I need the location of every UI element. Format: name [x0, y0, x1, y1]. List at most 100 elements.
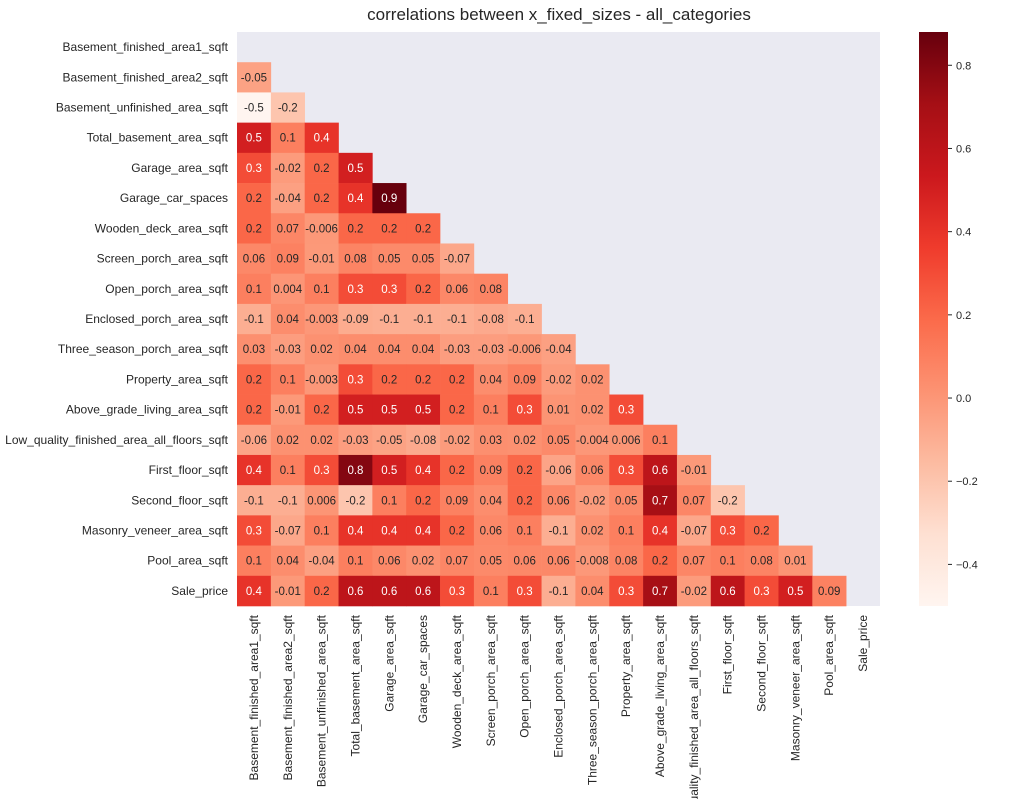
heatmap-cell — [473, 545, 509, 577]
heatmap-cell — [440, 454, 475, 486]
heatmap-cell — [440, 424, 475, 456]
cell-value-label: -0.003 — [305, 374, 338, 386]
heatmap-cell — [473, 394, 509, 426]
row-label: Second_floor_sqft — [131, 493, 228, 507]
cell-value-label: 0.1 — [652, 435, 668, 447]
cell-value-label: 0.09 — [480, 465, 502, 477]
cell-value-label: 0.1 — [280, 465, 296, 477]
heatmap-cell — [575, 575, 610, 607]
heatmap-cell — [473, 273, 509, 305]
heatmap-cell — [237, 364, 272, 395]
heatmap-cell — [338, 273, 373, 305]
heatmap-cell — [338, 545, 373, 577]
cell-value-label: 0.3 — [246, 163, 262, 175]
heatmap-cell — [270, 213, 305, 244]
heatmap-cell — [372, 364, 407, 395]
heatmap-cell — [304, 334, 339, 365]
cell-value-label: 0.1 — [314, 525, 330, 537]
column-label: Pool_area_sqft — [822, 614, 836, 695]
cell-value-label: 0.2 — [246, 405, 262, 417]
heatmap-cell — [372, 334, 407, 365]
cell-value-label: 0.06 — [243, 254, 265, 266]
cell-value-label: 0.9 — [381, 193, 397, 205]
heatmap-cell — [406, 394, 441, 426]
heatmap-cell — [440, 243, 475, 274]
cell-value-label: 0.2 — [314, 586, 330, 598]
cell-value-label: -0.04 — [545, 344, 572, 356]
cell-value-label: 0.3 — [449, 586, 465, 598]
cell-value-label: 0.3 — [517, 405, 533, 417]
cell-value-label: -0.05 — [241, 72, 267, 84]
heatmap-cell — [744, 575, 779, 607]
heatmap-cell — [609, 394, 644, 426]
cell-value-label: -0.5 — [244, 103, 264, 115]
heatmap-cell — [609, 545, 644, 577]
x-tick-labels: Basement_finished_area1_sqft Basement_fin… — [247, 614, 870, 802]
heatmap-cell — [541, 515, 576, 546]
cell-value-label: 0.05 — [378, 254, 400, 266]
cell-value-label: 0.2 — [517, 465, 533, 477]
cell-value-label: 0.08 — [344, 254, 366, 266]
heatmap-cell — [406, 243, 441, 274]
heatmap-cell — [507, 394, 542, 426]
heatmap-cell — [304, 152, 339, 184]
heatmap-cell — [372, 454, 407, 486]
heatmap-cell — [710, 485, 745, 516]
colorbar-tick-label: 0.6 — [956, 143, 971, 155]
heatmap-cell — [676, 515, 712, 546]
cell-value-label: -0.05 — [376, 435, 402, 447]
heatmap-cell — [338, 183, 373, 214]
cell-value-label: 0.4 — [652, 525, 669, 537]
heatmap-cell — [237, 485, 272, 516]
heatmap-cell — [541, 424, 576, 456]
cell-value-label: -0.006 — [305, 223, 338, 235]
heatmap-cell — [338, 303, 373, 335]
heatmap-cell — [676, 485, 712, 516]
heatmap-cell — [406, 545, 441, 577]
heatmap-cell — [304, 243, 339, 274]
heatmap-cell — [372, 183, 407, 214]
heatmap-cell — [338, 454, 373, 486]
cell-value-label: 0.2 — [246, 193, 262, 205]
cell-value-label: -0.1 — [379, 314, 399, 326]
cell-value-label: -0.01 — [275, 405, 301, 417]
heatmap-cell — [237, 273, 272, 305]
cell-value-label: 0.1 — [517, 525, 533, 537]
cell-value-label: -0.1 — [278, 495, 298, 507]
heatmap-cell — [609, 454, 644, 486]
heatmap-cell — [406, 303, 441, 335]
cell-value-label: 0.1 — [280, 133, 296, 145]
cell-value-label: 0.04 — [412, 344, 435, 356]
heatmap-cell — [372, 303, 407, 335]
heatmap-cell — [237, 92, 272, 123]
column-label: Garage_car_spaces — [416, 615, 430, 723]
cell-value-label: 0.07 — [446, 556, 468, 568]
cell-value-label: 0.4 — [381, 525, 398, 537]
cell-value-label: 0.4 — [246, 586, 263, 598]
cell-value-label: 0.07 — [683, 556, 705, 568]
cell-value-label: 0.7 — [652, 495, 668, 507]
cell-value-label: -0.03 — [444, 344, 470, 356]
heatmap-cell — [270, 545, 305, 577]
heatmap-cell — [744, 515, 779, 546]
cell-value-label: 0.4 — [347, 193, 364, 205]
heatmap-cell — [338, 394, 373, 426]
heatmap-cell — [304, 454, 339, 486]
heatmap-cell — [406, 515, 441, 546]
cell-value-label: 0.2 — [314, 405, 330, 417]
cell-value-label: -0.2 — [346, 495, 366, 507]
cell-value-label: 0.1 — [483, 586, 499, 598]
cell-value-label: 0.006 — [307, 495, 336, 507]
heatmap-cell — [237, 243, 272, 274]
cell-value-label: -0.07 — [681, 525, 707, 537]
cell-value-label: -0.04 — [308, 556, 335, 568]
cell-value-label: 0.5 — [381, 405, 397, 417]
cell-value-label: 0.1 — [618, 525, 634, 537]
cell-value-label: -0.1 — [549, 525, 569, 537]
heatmap-cell — [676, 575, 712, 607]
cell-value-label: 0.7 — [652, 586, 668, 598]
heatmap-cell — [440, 303, 475, 335]
column-label: Property_area_sqft — [619, 614, 633, 717]
cell-value-label: 0.03 — [243, 344, 265, 356]
